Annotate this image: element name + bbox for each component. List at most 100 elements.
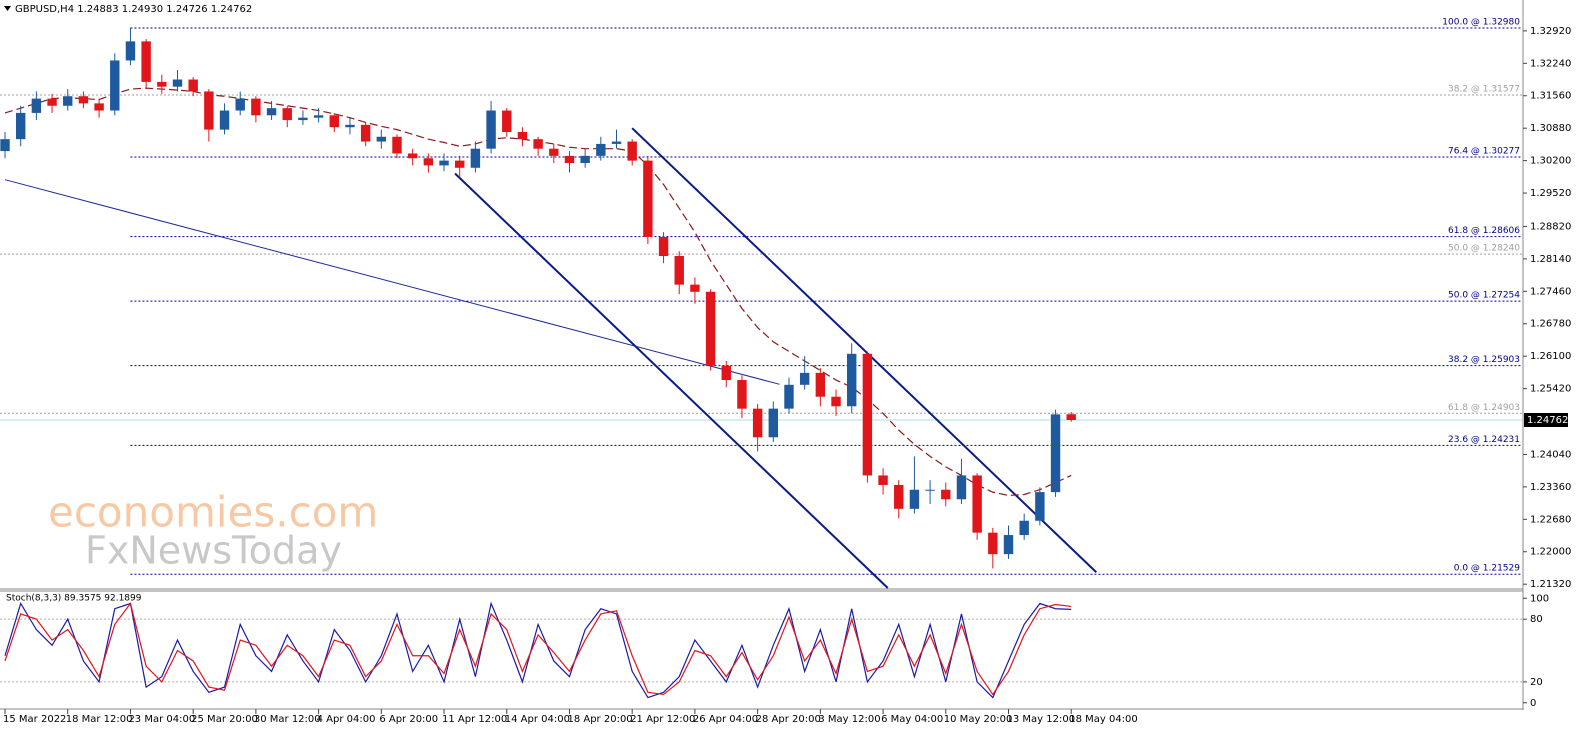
y-tick-label: 1.32920 [1530,26,1571,37]
fib-level-label: 50.0 @ 1.27254 [1448,291,1520,301]
candle-body [643,160,653,237]
y-tick-label: 1.21320 [1530,579,1571,590]
x-tick-label: 6 Apr 20:00 [379,714,438,725]
x-tick-label: 18 Mar 12:00 [66,714,133,725]
fib-level-label: 38.2 @ 1.31577 [1448,84,1520,94]
candle-body [94,103,104,111]
candle-body [329,115,339,128]
x-tick-label: 23 Mar 04:00 [128,714,195,725]
y-tick-label: 80 [1530,614,1543,625]
candle-body [172,79,183,87]
y-tick-label: 1.30200 [1530,156,1571,167]
y-tick-label: 1.28140 [1530,254,1571,265]
y-tick-label: 1.24040 [1530,449,1571,460]
candle-body [517,132,528,140]
chart-title: GBPUSD,H4 1.24883 1.24930 1.24726 1.2476… [15,4,252,15]
y-tick-label: 1.31560 [1530,91,1571,102]
candle-body [1066,414,1076,421]
y-tick-label: 1.28820 [1530,221,1571,232]
candle-body [360,124,371,142]
y-tick-label: 1.30880 [1530,123,1571,134]
candle-body [611,141,622,144]
candle-body [486,110,496,149]
candle-body [157,81,167,87]
fib-level-label: 76.4 @ 1.30277 [1448,146,1520,156]
candle-body [15,112,26,140]
x-tick-label: 4 Apr 04:00 [317,714,376,725]
candle-body [737,380,747,409]
x-tick-label: 21 Apr 12:00 [630,714,695,725]
fib-level-label: 50.0 @ 1.28240 [1448,244,1520,254]
y-tick-label: 1.26100 [1530,351,1571,362]
candle-body [988,532,998,555]
candle-body [266,108,277,116]
candle-body [282,108,292,121]
candle-body [627,141,637,161]
x-tick-label: 18 Apr 20:00 [567,714,632,725]
x-tick-label: 11 Apr 12:00 [442,714,507,725]
y-tick-label: 1.27460 [1530,286,1571,297]
candle-body [909,489,920,509]
candle-body [752,408,763,438]
candle-body [1050,414,1061,493]
candle-body [596,143,606,156]
candle-body [188,79,198,92]
candle-body [110,60,120,111]
candle-body [298,117,308,121]
candle-body [580,155,590,164]
y-tick-label: 0 [1530,698,1536,709]
trendline [454,172,889,589]
candle-body [768,408,779,438]
candle-body [251,98,261,116]
candle-body [658,236,669,257]
y-tick-label: 100 [1530,593,1549,604]
candle-body [721,365,731,381]
indicator-title: Stoch(8,3,3) 89.3575 92.1899 [6,594,142,604]
x-tick-label: 15 Mar 2022 [3,714,66,725]
fib-level-label: 100.0 @ 1.32980 [1442,18,1520,28]
candle-body [439,160,449,166]
x-tick-label: 30 Mar 12:00 [254,714,321,725]
candle-body [125,41,136,61]
candle-body [376,136,387,142]
candle-body [564,155,575,164]
x-tick-label: 26 Apr 04:00 [693,714,758,725]
x-tick-label: 14 Apr 04:00 [505,714,570,725]
x-tick-label: 10 May 20:00 [944,714,1013,725]
fib-level-label: 61.8 @ 1.24903 [1448,403,1520,413]
current-price-label: 1.24762 [1527,415,1568,426]
candle-body [204,91,214,130]
candle-body [63,96,73,106]
candle-body [847,353,857,407]
candle-body [956,475,967,500]
candle-body [690,284,700,292]
stoch-line [4,601,1072,699]
candle-body [1035,492,1045,521]
trendline [631,127,1097,573]
candle-body [705,291,716,366]
candle-body [31,98,42,113]
x-tick-label: 3 May 12:00 [818,714,880,725]
candle-body [862,353,873,476]
fib-level-label: 61.8 @ 1.28606 [1448,226,1520,236]
candle-body [784,384,794,409]
candle-body [815,372,826,397]
trendline [4,179,780,385]
y-tick-label: 1.23360 [1530,482,1571,493]
candle-body [345,124,355,128]
candle-body [47,98,57,106]
candle-body [423,158,434,166]
y-tick-label: 1.25420 [1530,384,1571,395]
y-tick-label: 1.26780 [1530,319,1571,330]
fib-level-label: 38.2 @ 1.25903 [1448,355,1520,365]
y-tick-label: 1.32240 [1530,58,1571,69]
menu-arrow[interactable] [4,6,11,11]
x-tick-label: 13 May 12:00 [1006,714,1075,725]
candle-body [549,148,559,156]
candle-body [533,139,543,149]
candle-body [925,489,935,491]
candle-body [972,475,982,533]
y-tick-label: 1.29520 [1530,188,1571,199]
candle-body [1019,520,1029,536]
